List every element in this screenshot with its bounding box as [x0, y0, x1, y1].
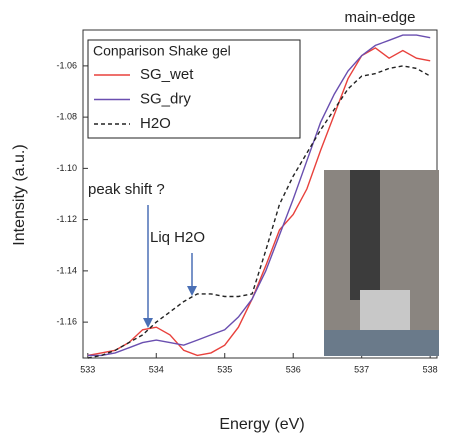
x-tick-label: 533: [80, 364, 95, 374]
x-tick-label: 538: [423, 364, 438, 374]
series-line: [87, 65, 431, 359]
annotation: main-edge: [345, 9, 416, 26]
legend-label: SG_dry: [140, 90, 191, 107]
y-axis-label: Intensity (a.u.): [11, 144, 28, 245]
arrowhead: [143, 318, 153, 328]
y-tick-label: -1.16: [56, 317, 77, 327]
x-tick-label: 535: [217, 364, 232, 374]
annotation: Liq H2O: [150, 229, 205, 246]
arrowhead: [187, 286, 197, 296]
legend-label: H2O: [140, 115, 171, 132]
x-tick-label: 534: [149, 364, 164, 374]
y-tick-label: -1.06: [56, 60, 77, 70]
legend: [87, 39, 301, 139]
y-tick-label: -1.10: [56, 163, 77, 173]
y-tick-label: -1.12: [56, 214, 77, 224]
x-tick-label: 536: [286, 364, 301, 374]
series-line: [87, 34, 431, 357]
legend-label: SG_wet: [140, 66, 194, 83]
photo-base: [324, 330, 439, 356]
y-tick-label: -1.14: [56, 265, 77, 275]
photo-sample: [360, 290, 410, 330]
y-tick-label: -1.08: [56, 112, 77, 122]
x-axis-label: Energy (eV): [219, 416, 304, 433]
photo-rod: [350, 170, 380, 300]
series-line: [87, 47, 431, 357]
legend-title: Conparison Shake gel: [93, 43, 231, 59]
annotation: peak shift ?: [88, 181, 165, 198]
x-tick-label: 537: [354, 364, 369, 374]
